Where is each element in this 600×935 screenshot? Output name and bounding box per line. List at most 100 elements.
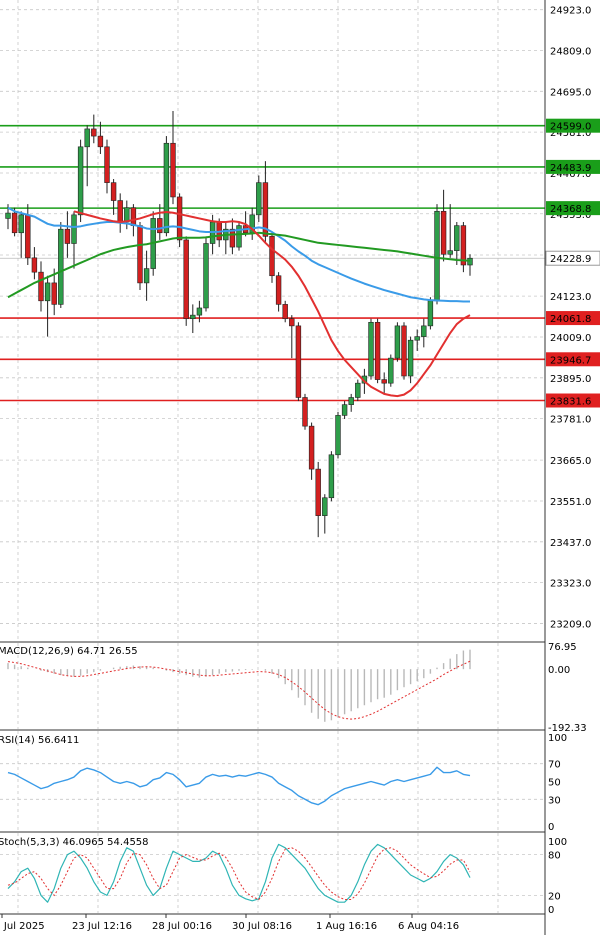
rsi-tick-label: 50 [548,778,561,789]
candle-body [262,182,269,237]
macd-axis: 76.95 0.00 -192.33 [548,642,587,734]
time-tick-label: 6 Aug 04:16 [398,921,459,932]
macd-indicator-label: MACD(12,26,9) 64.71 26.55 [0,646,138,657]
moving-average-lines [7,206,471,398]
time-tick-label: 23 Jul 12:16 [72,921,132,932]
candle-body [143,268,150,284]
price-tick-label: 23895.0 [550,374,591,385]
rsi-tick-label: 0 [548,822,554,833]
candle-body [440,210,447,255]
rsi-series [7,766,471,806]
ma-blue-line [7,206,470,303]
stoch-tick-label: 80 [548,851,561,862]
candle-body [427,300,434,327]
level-tag [546,311,600,326]
stoch-tick-label: 0 [548,905,554,916]
level-tag-label: 24368.8 [550,204,591,215]
candle-body [84,128,90,148]
candle-body [374,321,381,380]
rsi-line [7,766,471,806]
candle-body [31,257,38,273]
level-tag [546,352,600,367]
candle-body [117,200,123,223]
level-tag-label: 23946.7 [550,355,591,366]
candle-body [282,304,288,320]
candle-body [110,182,117,201]
candle-body [348,397,354,405]
candle-body [170,142,176,198]
candle-body [407,339,414,377]
rsi-panel[interactable]: 100 70 50 30 0 RSI(14) 56.6411 [0,731,567,833]
level-tag-label: 24061.8 [550,314,591,325]
candle-body [315,468,321,516]
price-tick-label: 24009.0 [550,333,591,344]
candle-body [190,314,196,320]
stoch-indicator-label: Stoch(5,3,3) 46.0965 54.4558 [0,837,149,848]
candle-body [51,282,57,305]
candle-body [394,325,401,359]
candle-body [256,182,262,216]
price-tick-label: 24581.0 [550,128,591,139]
candle-body [91,128,97,137]
rsi-grid [0,731,545,831]
price-tick-label: 23781.0 [550,415,591,426]
macd-tick-label: -192.33 [548,723,587,734]
rsi-indicator-label: RSI(14) 56.6411 [0,735,79,746]
price-tick-label: 24695.0 [550,87,591,98]
macd-series [7,649,471,722]
rsi-axis: 100 70 50 30 0 [548,733,567,833]
level-tag-label: 24599.0 [550,122,591,133]
price-tick-label: 24467.0 [550,169,591,180]
candle-body [25,214,31,259]
level-tag [546,159,600,174]
candle-body [163,142,170,234]
candle-body [130,207,137,226]
macd-panel[interactable]: 76.95 0.00 -192.33 MACD(12,26,9) 64.71 26.… [0,642,587,734]
stoch-tick-label: 20 [548,891,561,902]
price-tick-label: 23665.0 [550,456,591,467]
candle-body [289,318,295,327]
price-tick-label: 23209.0 [550,619,591,630]
main-price-panel[interactable]: 24923.0 24809.0 24695.0 24581.0 24467.0 24353… [0,0,600,641]
price-tick-label: 23437.0 [550,538,591,549]
current-price-label: 24228.9 [550,254,591,265]
candle-body [5,212,11,219]
rsi-tick-label: 100 [548,733,567,744]
candle-body [58,228,64,305]
ma-green-line [7,231,471,299]
stoch-d-line [7,847,471,901]
stoch-k-line [7,843,471,903]
candle-body [183,239,189,320]
candle-body [18,214,24,234]
time-tick-label: 1 Aug 16:16 [316,921,377,932]
candle-body [269,236,275,277]
ma-red-line [73,210,471,398]
candle-body [97,135,104,148]
candle-body [447,250,453,255]
candle-body [295,325,302,398]
time-tick-label: 30 Jul 08:16 [232,921,292,932]
candle-body [401,325,407,377]
candle-body [196,307,203,316]
stoch-panel[interactable]: 100 80 20 0 Stoch(5,3,3) 46.0965 54.4558 [0,833,567,916]
rsi-tick-label: 30 [548,795,561,806]
time-tick-label: 28 Jul 00:16 [152,921,212,932]
candle-body [104,146,110,183]
candle-body [414,336,420,341]
candle-body [388,357,394,384]
candle-body [381,379,387,384]
price-tick-label: 23323.0 [550,579,591,590]
stoch-series [7,843,471,903]
level-tag-label: 23831.6 [550,396,591,407]
price-tick-label: 24923.0 [550,6,591,17]
candle-body [460,225,467,266]
candle-body [203,243,209,309]
candle-body [322,497,328,516]
candle-body [11,212,18,234]
candle-body [275,275,282,305]
candle-body [157,218,163,234]
candle-body [421,325,427,337]
price-level-tags: 24599.0 24483.9 24368.8 24061.8 23946.7 23831… [545,118,600,408]
